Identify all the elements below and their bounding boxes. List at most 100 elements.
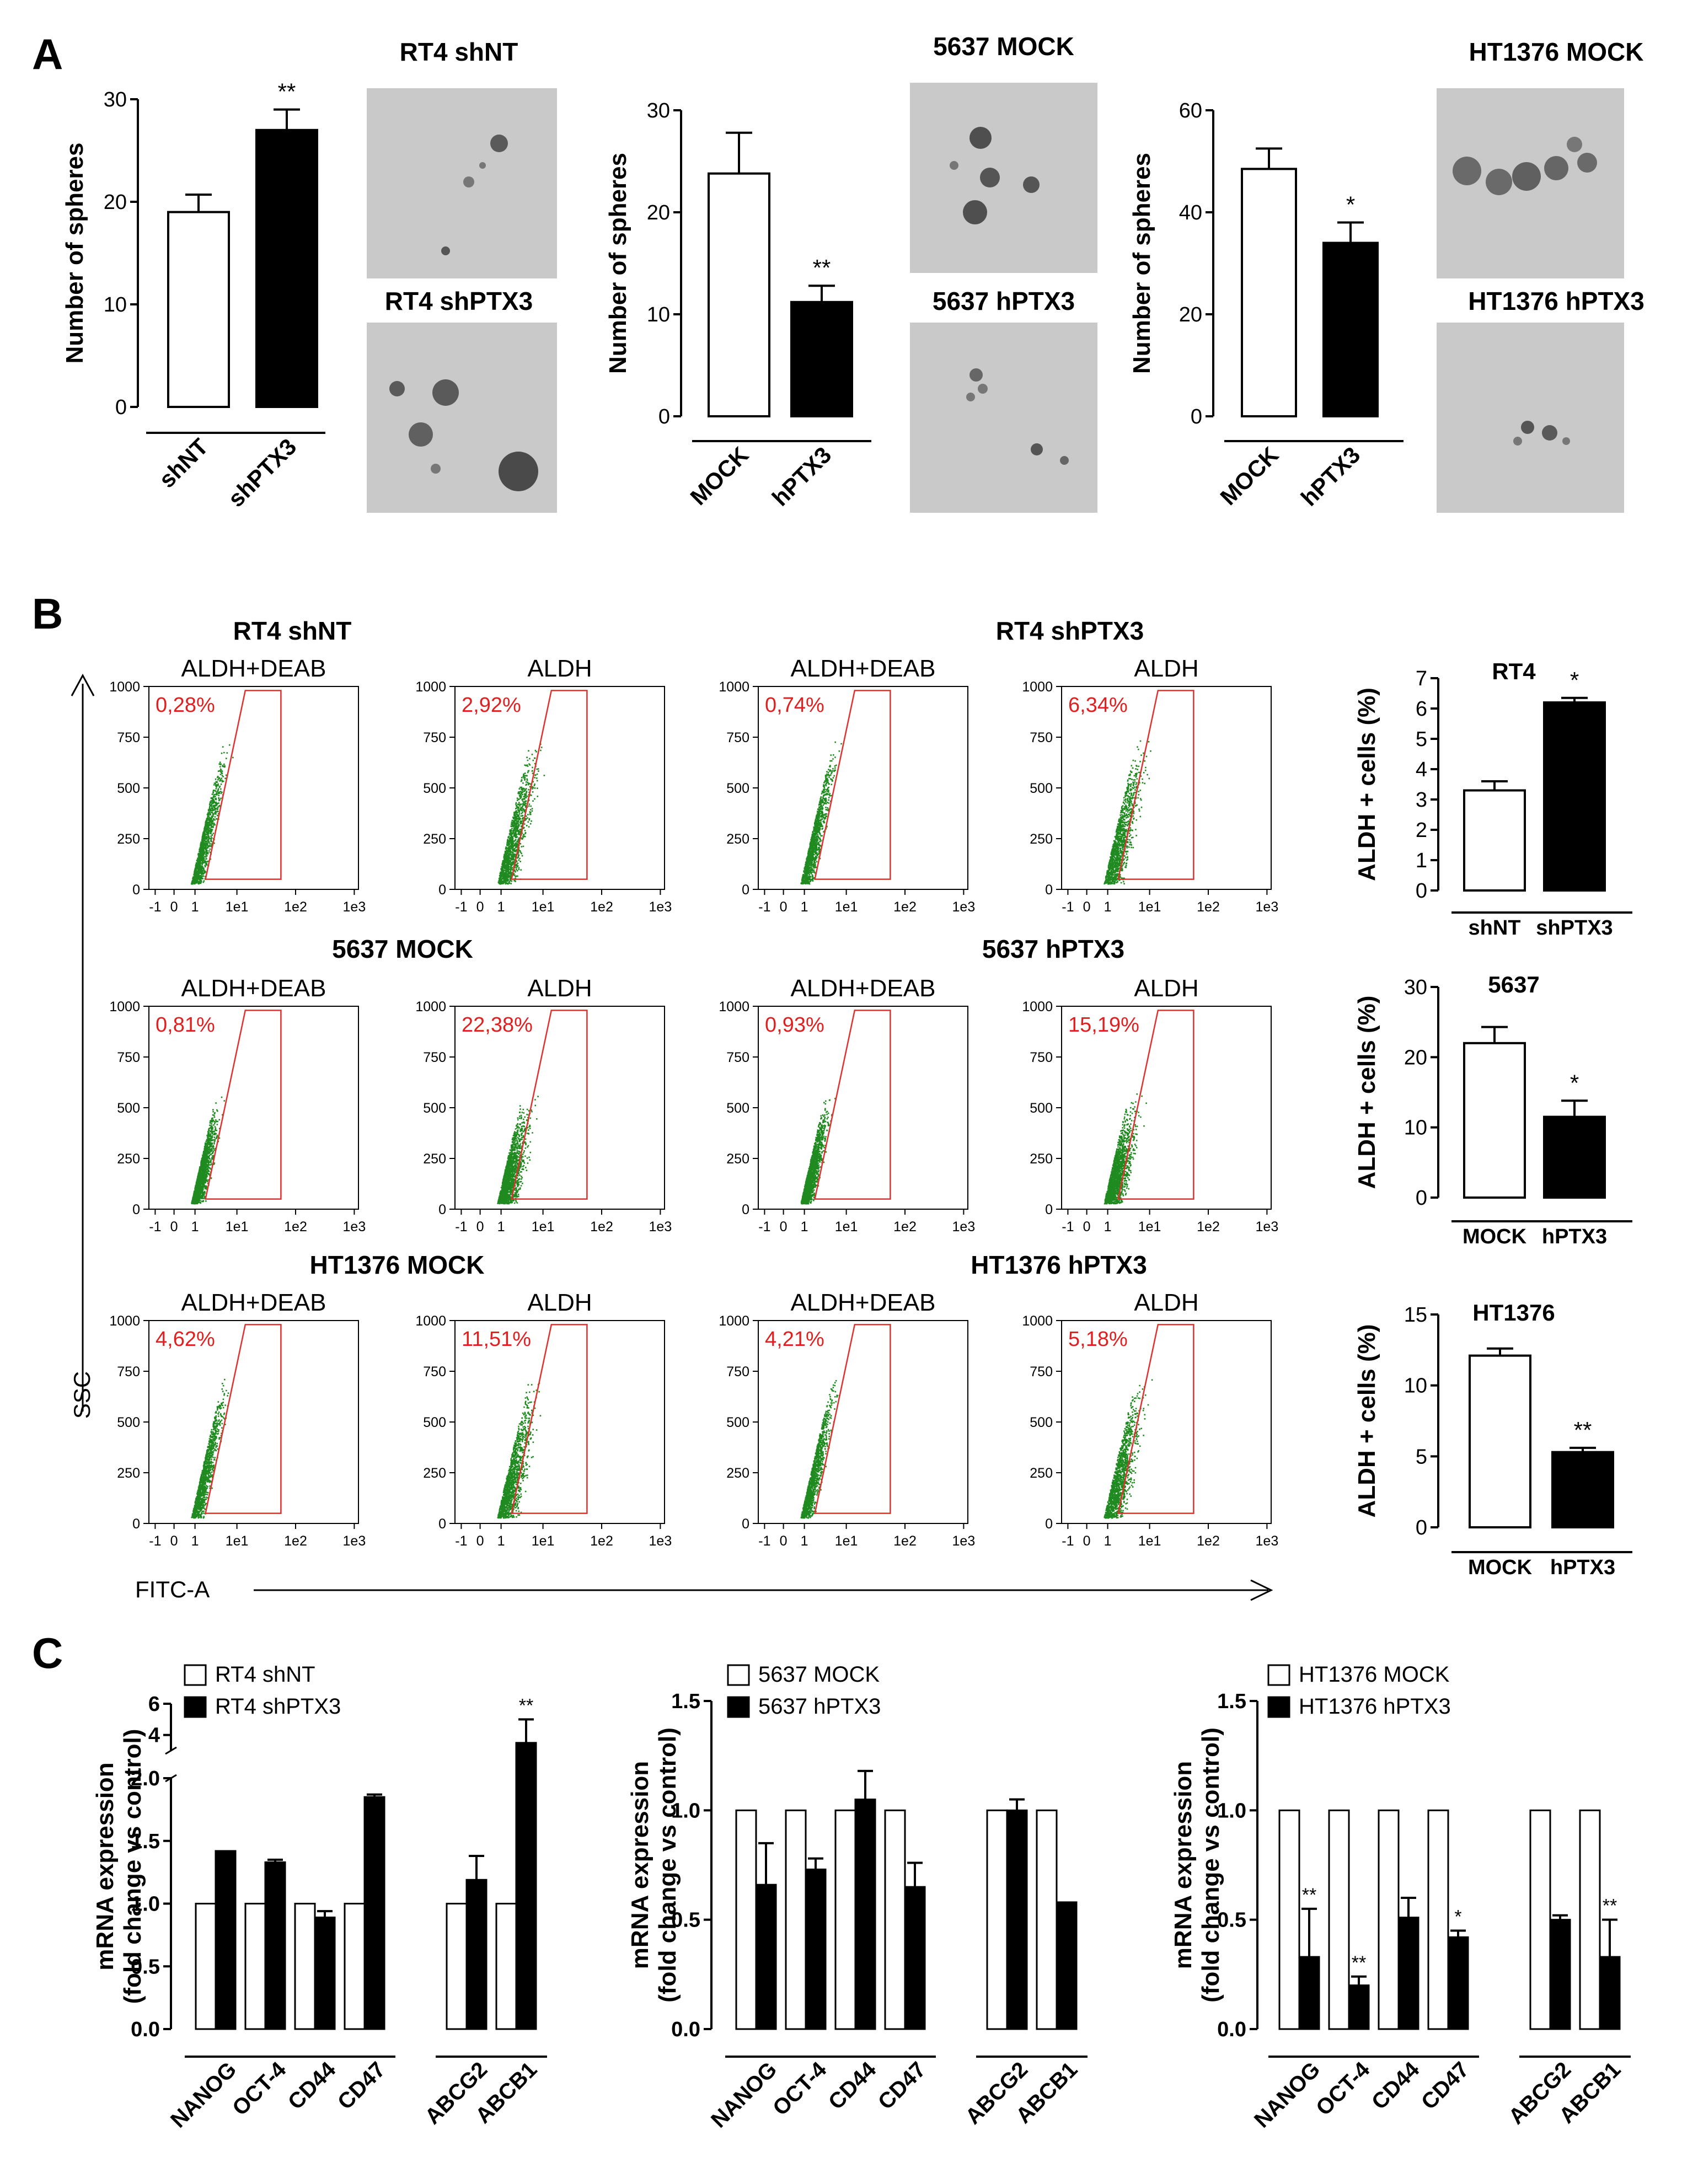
bar [1348,1984,1370,2030]
flow-x-tick-label: 1e3 [952,1533,976,1549]
flow-x-tick-label: -1 [1062,899,1074,915]
flow-row-title-rt4-shnt: RT4 shNT [233,616,352,645]
y-axis-label-line: (fold change vs control) [119,1729,146,2004]
axis-break-mark [165,1746,177,1755]
micrograph-title-5637-hptx3: 5637 hPTX3 [933,287,1075,315]
legend-label: 5637 MOCK [758,1662,880,1687]
legend-label: HT1376 MOCK [1299,1662,1450,1687]
legend-label: RT4 shNT [215,1662,315,1687]
category-label: OCT-4 [1311,2057,1375,2121]
micrograph-5637-mock [910,83,1097,273]
flow-gate [511,1010,588,1200]
flow-x-tick-label: 1e2 [1197,899,1220,915]
micrograph-ht1376-hptx3 [1437,323,1624,513]
flow-x-tick-label: 1 [497,899,505,915]
y-tick-label: 0 [1191,405,1202,428]
flow-x-tick-label: 1e2 [590,1533,613,1549]
flow-y-tick-label: 250 [726,1466,749,1481]
flow-dots [497,1382,542,1519]
bar [1543,1115,1606,1199]
sphere [1453,157,1481,185]
flow-x-tick-label: -1 [455,1533,467,1549]
flow-y-tick-label: 750 [117,1364,140,1380]
bar [884,1809,906,2030]
y-axis-label: ALDH + cells (%) [1353,996,1380,1189]
flow-x-tick-label: 1 [801,899,808,915]
flow-percentage: 0,93% [765,1013,824,1037]
category-label: hPTX3 [1542,1225,1607,1248]
category-label: NANOG [1250,2057,1325,2132]
flow-dots [1104,740,1151,885]
category-label: OCT-4 [768,2057,832,2121]
flow-x-tick-label: 1e3 [1256,1533,1279,1549]
flow-plot-frame [148,1320,359,1524]
flow-x-tick-label: 0 [476,899,484,915]
y-axis-label: mRNA expression(fold change vs control) [92,1729,146,2004]
bar [1463,1042,1526,1199]
flow-y-tick-label: 500 [726,781,749,796]
legend-swatch [1267,1664,1290,1686]
flow-y-tick-label: 500 [423,1415,446,1430]
flow-y-tick-label: 750 [726,730,749,745]
bar [1036,1809,1058,2030]
flow-x-tick-label: 1e3 [649,899,672,915]
y-tick-label: 30 [1404,976,1427,999]
flow-x-tick-label: 1e1 [226,1219,249,1235]
y-tick-label: 20 [1179,303,1202,326]
y-tick-label: 2.0 [131,1767,160,1790]
bar [1447,1936,1469,2030]
y-tick-label: 0 [1416,879,1427,903]
flow-x-tick-label: 0 [1083,899,1091,915]
bar [1529,1809,1551,2030]
category-label: shPTX3 [1536,916,1613,940]
legend-swatch [1267,1696,1290,1718]
sphere [441,246,450,255]
ssc-axis-label: SSC [69,1371,95,1419]
flow-y-tick-label: 250 [423,1151,446,1167]
flow-x-tick-label: 1e2 [284,1533,307,1549]
flow-x-tick-label: -1 [149,899,161,915]
flow-x-tick-label: -1 [758,1219,770,1235]
flow-x-tick-label: 1e3 [649,1219,672,1235]
significance-marker: ** [1302,1885,1316,1906]
flow-x-tick-label: 1e1 [226,899,249,915]
micrograph-title-5637-mock: 5637 MOCK [933,32,1074,61]
flow-x-tick-label: 1 [801,1219,808,1235]
flow-y-tick-label: 250 [117,831,140,847]
flow-y-tick-label: 0 [132,1202,140,1217]
flow-y-tick-label: 1000 [1022,1313,1053,1329]
flow-x-tick-label: -1 [1062,1219,1074,1235]
flow-y-tick-label: 0 [438,882,446,898]
flow-condition-label: ALDH+DEAB [791,655,936,682]
category-label: CD44 [1367,2057,1424,2115]
legend-swatch [184,1696,207,1718]
flow-y-tick-label: 250 [1030,1151,1053,1167]
flow-plot-frame [1061,1006,1272,1210]
y-axis-label: mRNA expression(fold change vs control) [1170,1727,1224,2003]
significance-marker: * [1570,667,1579,693]
y-axis-label-line: mRNA expression [92,1762,119,1970]
flow-dots [191,1096,226,1205]
flow-y-tick-label: 500 [1030,781,1053,796]
flow-y-tick-label: 750 [1030,730,1053,745]
flow-x-tick-label: 1e1 [1138,1533,1161,1549]
sphere [980,168,1000,187]
y-tick-label: 0.5 [671,1909,700,1932]
y-tick-label: 60 [1179,99,1202,122]
bar-chart-1: 0 10 20 30 Number of spheres MOCK ** hPTX3 [604,99,871,511]
flow-y-tick-label: 0 [438,1202,446,1217]
flow-x-tick-label: 1e2 [1197,1533,1220,1549]
flow-y-tick-label: 750 [726,1364,749,1380]
y-tick-label: 4 [148,1724,160,1747]
y-axis-label-line: (fold change vs control) [654,1727,681,2003]
category-label: CD44 [824,2057,881,2115]
category-label: shNT [1469,916,1521,940]
